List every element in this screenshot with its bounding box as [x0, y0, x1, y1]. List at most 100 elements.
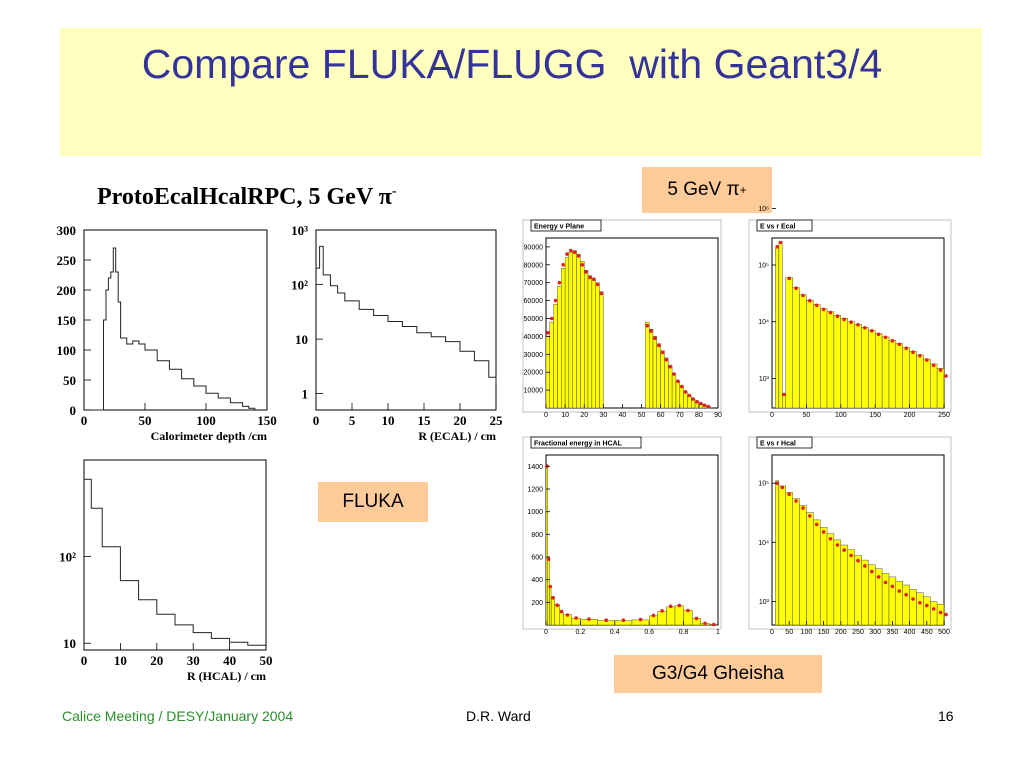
- g4_energy_v_plane-point: [546, 331, 550, 335]
- g4_e_vs_r_hcal-point: [842, 548, 846, 552]
- fluka_ecal_r-y-tick-label: 1: [302, 387, 309, 402]
- g4_energy_v_plane-bar: [683, 391, 688, 409]
- g4_e_vs_r_hcal-bar: [847, 549, 855, 626]
- g4_e_vs_r_hcal-point: [835, 543, 840, 547]
- g4_energy_v_plane-point: [595, 282, 600, 287]
- g4_frac_energy_hcal-point: [703, 621, 707, 626]
- g4_e_vs_r_hcal-point: [828, 537, 833, 541]
- g4_frac_energy_hcal-bar: [545, 463, 548, 626]
- g4_frac_energy_hcal-point: [604, 618, 608, 622]
- g4_energy_v_plane-point: [687, 393, 692, 398]
- fluka_depth-y-tick-label: 50: [63, 373, 76, 388]
- g4_e_vs_r_hcal-y-tick-label: 10³: [759, 599, 770, 606]
- g4_e_vs_r_hcal-point: [904, 592, 908, 597]
- g4_energy_v_plane-bar: [568, 252, 573, 409]
- g4_e_vs_r_hcal-point: [890, 584, 895, 589]
- g4_e_vs_r_ecal-point: [883, 335, 888, 340]
- g4_e_vs_r_ecal-title-box: [756, 219, 813, 232]
- g4_energy_v_plane-y-tick-label: 50000: [524, 316, 544, 323]
- g4_frac_energy_hcal-y-tick-label: 1400: [527, 464, 543, 471]
- g4_energy_v_plane-point: [588, 275, 592, 280]
- g4_e_vs_r_ecal-point: [856, 323, 860, 327]
- g4_energy_v_plane-x-tick-label: 30: [599, 412, 607, 419]
- g4_e_vs_r_hcal-point: [883, 580, 888, 585]
- g4_e_vs_r_ecal-point: [897, 342, 902, 347]
- g4_e_vs_r_ecal-point: [794, 286, 798, 291]
- g4_e_vs_r_hcal-point: [918, 601, 922, 605]
- g4_energy_v_plane-point: [599, 291, 604, 296]
- g4_energy_v_plane-x-tick-label: 90: [714, 412, 722, 419]
- g4_energy_v_plane-x-tick-label: 60: [657, 412, 665, 419]
- g4_e_vs_r_hcal-point: [821, 530, 826, 534]
- g4_energy_v_plane-y-tick-label: 20000: [524, 370, 544, 377]
- label-fluka: FLUKA: [318, 482, 428, 522]
- label-geant: G3/G4 Gheisha: [614, 655, 822, 693]
- g4_e_vs_r_hcal-x-tick-label: 400: [904, 629, 916, 636]
- g4_e_vs_r_ecal-point: [904, 346, 908, 351]
- g4_energy_v_plane-bar: [649, 329, 654, 409]
- g4_energy_v_plane-y-tick-label: 40000: [524, 334, 544, 341]
- g4_e_vs_r_ecal-bar: [881, 336, 890, 409]
- g4_energy_v_plane-x-tick-label: 80: [695, 412, 703, 419]
- g4_energy_v_plane-y-tick-label: 60000: [524, 298, 544, 305]
- g4_energy_v_plane-x-tick-label: 50: [638, 412, 646, 419]
- g4_e_vs_r_hcal-bar: [785, 492, 793, 626]
- slide-title: Compare FLUKA/FLUGG with Geant3/4: [141, 41, 883, 87]
- g4_e_vs_r_hcal-bar: [813, 519, 821, 626]
- g4_frac_energy_hcal-point: [621, 618, 626, 622]
- g4_energy_v_plane-bar: [687, 395, 692, 409]
- g4_frac_energy_hcal-point: [711, 622, 716, 627]
- footer-center: D.R. Ward: [466, 708, 531, 724]
- g4_energy_v_plane-point: [699, 401, 703, 406]
- g4_frac_energy_hcal-bar: [547, 556, 550, 626]
- g4_e_vs_r_hcal-bar: [916, 592, 924, 626]
- g4_e_vs_r_ecal-bar: [902, 347, 910, 409]
- g4_e_vs_r_ecal-bar: [923, 358, 931, 409]
- g4_e_vs_r_ecal-point: [876, 332, 881, 337]
- g4_e_vs_r_ecal-bar: [909, 351, 917, 409]
- g4_e_vs_r_ecal-bar: [916, 354, 924, 409]
- g4_frac_energy_hcal-y-tick-label: 1000: [527, 509, 543, 516]
- g4_e_vs_r_hcal-bar: [820, 527, 828, 626]
- g4_e_vs_r_ecal-point: [808, 298, 812, 303]
- fluka_depth-x-tick-label: 0: [81, 413, 88, 428]
- g4_e_vs_r_hcal-point: [944, 612, 948, 617]
- fluka_ecal_r-x-tick-label: 15: [418, 413, 432, 428]
- g4_e_vs_r_ecal-y-tick-label: 10⁶: [758, 206, 769, 213]
- g4_e_vs_r_hcal-point: [775, 481, 779, 486]
- fluka_ecal_r-x-tick-label: 0: [313, 413, 320, 428]
- g4_energy_v_plane-x-tick-label: 0: [544, 412, 548, 419]
- g4_e_vs_r_hcal-bar: [936, 604, 945, 626]
- g4_e_vs_r_ecal-bar: [782, 395, 786, 409]
- g4_energy_v_plane-x-tick-label: 70: [676, 412, 684, 419]
- g4_energy_v_plane-bar: [553, 304, 558, 409]
- g4_e_vs_r_hcal-title-box: [756, 436, 813, 449]
- g4_energy_v_plane-point: [653, 336, 657, 341]
- g4_energy_v_plane-bar: [572, 250, 577, 409]
- g4_e_vs_r_ecal-bar: [943, 373, 945, 409]
- g4_frac_energy_hcal-point: [574, 616, 578, 620]
- g4_e_vs_r_hcal-point: [794, 499, 798, 503]
- g4_energy_v_plane-bar: [656, 343, 661, 409]
- g4_e_vs_r_ecal-point: [870, 329, 874, 333]
- g4_e_vs_r_hcal-point: [787, 492, 791, 497]
- g4_energy_v_plane-bar: [564, 257, 570, 409]
- g4_e_vs_r_hcal-bar: [854, 555, 862, 626]
- g4_e_vs_r_hcal-bar: [923, 596, 931, 626]
- g4_e_vs_r_hcal-bar: [833, 539, 842, 626]
- g4_energy_v_plane-y-tick-label: 30000: [524, 352, 544, 359]
- g4_e_vs_r_hcal-point: [931, 607, 936, 611]
- fluka_ecal_r-frame: [315, 229, 497, 411]
- g4_energy_v_plane-point: [584, 270, 588, 274]
- g4_e_vs_r_ecal-point: [778, 240, 783, 245]
- g4_frac_energy_hcal-point: [638, 617, 643, 622]
- g4_frac_energy_hcal-x-tick-label: 0.2: [576, 629, 586, 636]
- g4_energy_v_plane-bar: [645, 321, 650, 409]
- g4_e_vs_r_ecal-bar: [806, 300, 814, 409]
- g4_e_vs_r_ecal-point: [863, 326, 867, 330]
- g4_e_vs_r_ecal-point: [944, 374, 948, 378]
- g4_e_vs_r_ecal-bar: [775, 247, 780, 409]
- g4_e_vs_r_ecal-point: [925, 358, 929, 362]
- g4_energy_v_plane-bar: [580, 261, 585, 409]
- g4_e_vs_r_hcal-bar: [861, 559, 869, 626]
